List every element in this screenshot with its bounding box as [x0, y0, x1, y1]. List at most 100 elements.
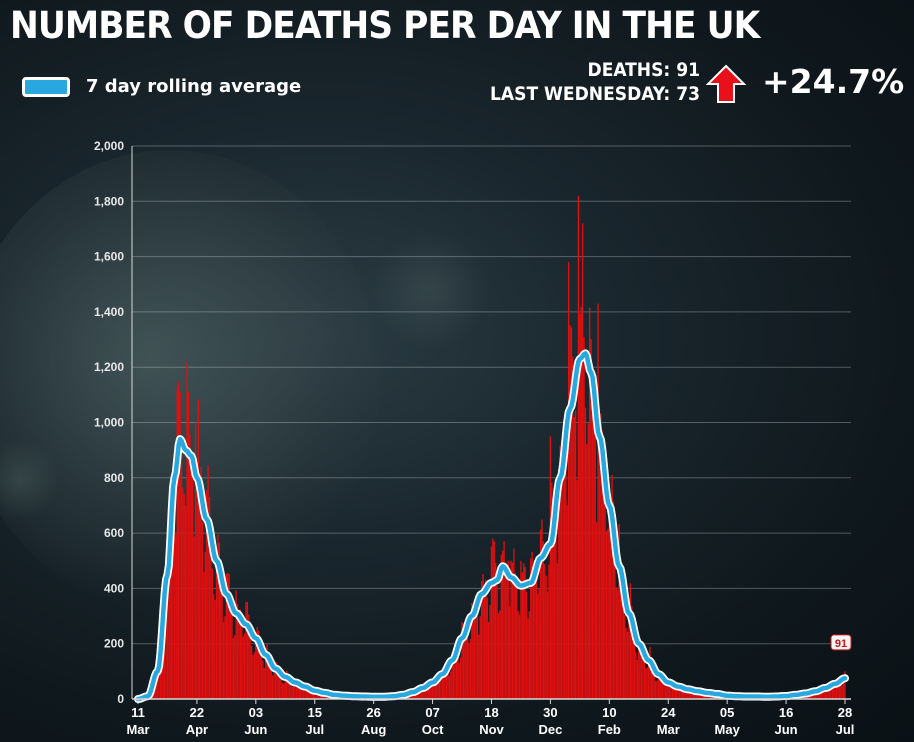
daily-bar: [217, 534, 219, 699]
daily-bar: [461, 621, 463, 699]
x-tick-day: 15: [308, 705, 322, 720]
daily-bar: [583, 337, 585, 699]
stats-block: DEATHS: 91 LAST WEDNESDAY: 73: [490, 58, 700, 106]
x-tick-month: Feb: [598, 722, 621, 737]
daily-bar: [232, 637, 235, 699]
daily-bar: [513, 548, 515, 699]
daily-bar: [605, 530, 608, 699]
daily-bar: [500, 554, 502, 699]
daily-bar: [420, 690, 422, 699]
daily-bar: [281, 682, 284, 699]
daily-bar: [301, 688, 303, 699]
daily-bar: [521, 572, 523, 699]
daily-bar: [562, 451, 564, 699]
daily-bar: [514, 573, 516, 699]
daily-bar: [548, 564, 550, 699]
daily-bar: [207, 465, 209, 699]
daily-bar: [581, 223, 584, 700]
x-tick-month: Mar: [126, 722, 149, 737]
daily-bar: [172, 509, 174, 699]
x-tick-day: 11: [131, 705, 145, 720]
daily-bar: [472, 607, 474, 699]
daily-bar: [663, 681, 665, 699]
daily-bar: [225, 573, 227, 699]
daily-bar: [657, 670, 660, 699]
daily-bar: [687, 688, 689, 699]
daily-bar: [817, 690, 819, 699]
daily-bar: [496, 582, 498, 699]
daily-bar: [639, 638, 641, 699]
daily-bar: [645, 668, 647, 699]
x-tick-month: Oct: [422, 722, 444, 737]
change-percentage: +24.7%: [762, 62, 905, 101]
daily-bar: [838, 681, 841, 699]
daily-bar: [176, 389, 178, 699]
x-tick-month: May: [715, 722, 741, 737]
daily-bar: [437, 678, 439, 699]
daily-bar: [427, 686, 429, 699]
daily-bar: [235, 590, 237, 699]
daily-bar: [450, 671, 452, 699]
x-tick-day: 30: [543, 705, 557, 720]
daily-bar: [184, 505, 187, 699]
daily-bar: [476, 603, 479, 699]
daily-bar: [518, 614, 521, 699]
daily-bar: [264, 648, 267, 699]
daily-bar: [638, 637, 640, 699]
daily-bars: [138, 195, 846, 700]
daily-bar: [163, 622, 166, 699]
daily-bar: [511, 562, 514, 699]
daily-bar: [573, 416, 575, 699]
legend-label: 7 day rolling average: [86, 76, 302, 97]
daily-bar: [584, 407, 587, 699]
daily-bar: [471, 602, 473, 699]
x-tick-day: 16: [779, 705, 793, 720]
daily-bar: [224, 616, 226, 699]
daily-bar: [569, 324, 571, 699]
y-tick-label: 1,800: [94, 194, 124, 208]
daily-bar: [169, 498, 171, 699]
daily-bar: [478, 634, 480, 699]
annotations: 91: [830, 634, 852, 651]
daily-bar: [539, 529, 542, 699]
daily-bar: [597, 303, 599, 699]
daily-bar: [430, 685, 432, 699]
daily-bar: [419, 691, 421, 699]
daily-bar: [510, 560, 512, 699]
daily-bar: [455, 650, 458, 699]
daily-bar: [647, 652, 650, 699]
daily-bar: [596, 522, 598, 699]
daily-bar: [203, 571, 205, 699]
red-up-arrow-icon: [706, 64, 746, 103]
daily-bar: [628, 602, 630, 699]
daily-bar: [179, 391, 181, 699]
rolling-average-line: [135, 351, 848, 702]
daily-bar: [218, 542, 220, 699]
daily-bar: [270, 662, 272, 699]
x-tick-day: 18: [484, 705, 498, 720]
daily-bar: [436, 676, 438, 699]
daily-bar: [495, 562, 497, 699]
daily-bar: [278, 668, 281, 699]
daily-bar: [482, 574, 484, 699]
daily-bar: [199, 473, 201, 699]
daily-bar: [691, 690, 693, 699]
daily-bar: [183, 494, 185, 699]
x-tick-month: Nov: [479, 722, 504, 737]
daily-bar: [464, 624, 466, 699]
legend: 7 day rolling average: [22, 76, 301, 97]
daily-bar: [440, 678, 442, 699]
daily-bar: [280, 673, 282, 699]
x-tick-month: Aug: [361, 722, 386, 737]
y-tick-label: 400: [104, 581, 124, 595]
daily-bar: [252, 654, 254, 699]
daily-bar: [426, 687, 428, 699]
daily-bar: [668, 678, 671, 699]
daily-bar: [213, 594, 215, 699]
daily-bar: [200, 466, 202, 699]
daily-bar: [619, 558, 622, 699]
daily-bar: [497, 613, 500, 699]
daily-bar: [612, 501, 615, 699]
daily-bar: [211, 568, 213, 699]
daily-bar: [556, 563, 559, 699]
